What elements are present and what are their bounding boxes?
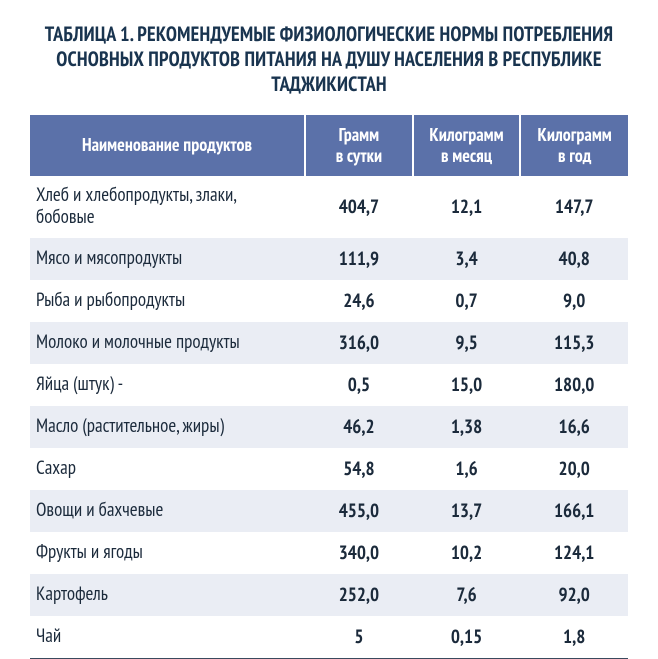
col-header-month-l2: в месяц bbox=[420, 146, 514, 167]
table-row: Рыба и рыбопродукты24,60,79,0 bbox=[30, 280, 628, 322]
cell-day: 252,0 bbox=[305, 574, 413, 616]
cell-day: 46,2 bbox=[305, 406, 413, 448]
cell-year: 92,0 bbox=[520, 574, 628, 616]
cell-product-name: Яйца (штук) - bbox=[30, 364, 305, 406]
col-header-day-l1: Грамм bbox=[312, 125, 406, 146]
cell-product-name: Хлеб и хлебопродукты, злаки, бобовые bbox=[30, 176, 305, 238]
cell-product-name: Овощи и бахчевые bbox=[30, 490, 305, 532]
cell-day: 54,8 bbox=[305, 448, 413, 490]
col-header-month-l1: Килограмм bbox=[420, 125, 514, 146]
table-row: Сахар54,81,620,0 bbox=[30, 448, 628, 490]
col-header-year-l2: в год bbox=[527, 146, 622, 167]
cell-month: 0,7 bbox=[413, 280, 521, 322]
cell-month: 9,5 bbox=[413, 322, 521, 364]
col-header-month: Килограмм в месяц bbox=[413, 115, 521, 176]
table-row: Яйца (штук) -0,515,0180,0 bbox=[30, 364, 628, 406]
cell-product-name: Фрукты и ягоды bbox=[30, 532, 305, 574]
col-header-year-l1: Килограмм bbox=[527, 125, 622, 146]
nutrition-table: Наименование продуктов Грамм в сутки Кил… bbox=[30, 115, 628, 659]
table-row: Чай50,151,8 bbox=[30, 616, 628, 659]
cell-product-name: Чай bbox=[30, 616, 305, 659]
table-header-row: Наименование продуктов Грамм в сутки Кил… bbox=[30, 115, 628, 176]
cell-year: 180,0 bbox=[520, 364, 628, 406]
col-header-day-l2: в сутки bbox=[312, 146, 406, 167]
cell-year: 166,1 bbox=[520, 490, 628, 532]
table-title: ТАБЛИЦА 1. РЕКОМЕНДУЕМЫЕ ФИЗИОЛОГИЧЕСКИЕ… bbox=[30, 22, 628, 97]
cell-year: 16,6 bbox=[520, 406, 628, 448]
cell-year: 115,3 bbox=[520, 322, 628, 364]
table-body: Хлеб и хлебопродукты, злаки, бобовые404,… bbox=[30, 176, 628, 658]
table-row: Мясо и мясопродукты111,93,440,8 bbox=[30, 238, 628, 280]
col-header-day: Грамм в сутки bbox=[305, 115, 413, 176]
col-header-name: Наименование продуктов bbox=[30, 115, 305, 176]
cell-product-name: Картофель bbox=[30, 574, 305, 616]
cell-month: 3,4 bbox=[413, 238, 521, 280]
cell-product-name: Мясо и мясопродукты bbox=[30, 238, 305, 280]
table-row: Овощи и бахчевые455,013,7166,1 bbox=[30, 490, 628, 532]
cell-product-name: Сахар bbox=[30, 448, 305, 490]
cell-year: 124,1 bbox=[520, 532, 628, 574]
cell-day: 24,6 bbox=[305, 280, 413, 322]
cell-month: 13,7 bbox=[413, 490, 521, 532]
cell-month: 0,15 bbox=[413, 616, 521, 659]
cell-month: 7,6 bbox=[413, 574, 521, 616]
cell-day: 0,5 bbox=[305, 364, 413, 406]
cell-product-name: Масло (растительное, жиры) bbox=[30, 406, 305, 448]
cell-day: 111,9 bbox=[305, 238, 413, 280]
cell-day: 316,0 bbox=[305, 322, 413, 364]
cell-day: 404,7 bbox=[305, 176, 413, 238]
cell-day: 5 bbox=[305, 616, 413, 659]
cell-year: 9,0 bbox=[520, 280, 628, 322]
cell-product-name: Молоко и молочные продукты bbox=[30, 322, 305, 364]
cell-month: 15,0 bbox=[413, 364, 521, 406]
cell-year: 20,0 bbox=[520, 448, 628, 490]
cell-product-name: Рыба и рыбопродукты bbox=[30, 280, 305, 322]
cell-month: 1,6 bbox=[413, 448, 521, 490]
col-header-year: Килограмм в год bbox=[520, 115, 628, 176]
table-row: Картофель252,07,692,0 bbox=[30, 574, 628, 616]
table-row: Молоко и молочные продукты316,09,5115,3 bbox=[30, 322, 628, 364]
table-row: Фрукты и ягоды340,010,2124,1 bbox=[30, 532, 628, 574]
cell-day: 455,0 bbox=[305, 490, 413, 532]
cell-year: 1,8 bbox=[520, 616, 628, 659]
cell-month: 10,2 bbox=[413, 532, 521, 574]
table-row: Хлеб и хлебопродукты, злаки, бобовые404,… bbox=[30, 176, 628, 238]
cell-month: 12,1 bbox=[413, 176, 521, 238]
cell-month: 1,38 bbox=[413, 406, 521, 448]
cell-year: 147,7 bbox=[520, 176, 628, 238]
cell-day: 340,0 bbox=[305, 532, 413, 574]
cell-year: 40,8 bbox=[520, 238, 628, 280]
table-row: Масло (растительное, жиры)46,21,3816,6 bbox=[30, 406, 628, 448]
